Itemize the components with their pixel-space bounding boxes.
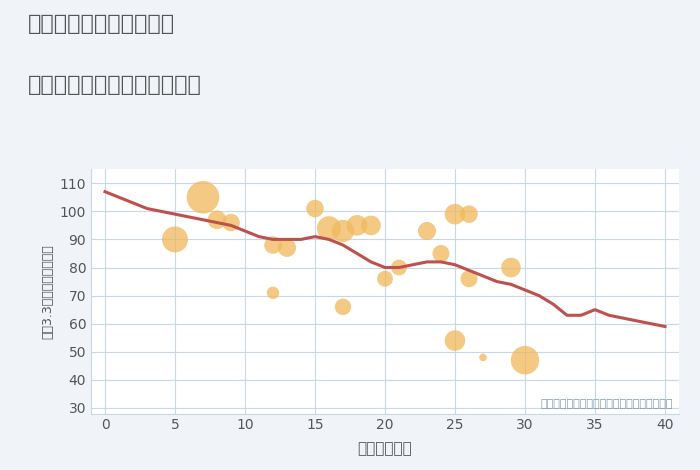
Point [365, 222, 377, 229]
Text: 福岡県春日市日の出町の: 福岡県春日市日の出町の [28, 14, 175, 34]
Point [393, 264, 405, 271]
Point [169, 235, 181, 243]
Point [379, 275, 391, 282]
Point [449, 337, 461, 345]
Point [267, 241, 279, 249]
Point [225, 219, 237, 227]
Point [477, 353, 489, 361]
Point [519, 356, 531, 364]
Point [337, 303, 349, 311]
Point [337, 227, 349, 235]
Point [281, 244, 293, 251]
Point [505, 264, 517, 271]
Text: 円の大きさは、取引のあった物件面積を示す: 円の大きさは、取引のあった物件面積を示す [540, 399, 673, 409]
Point [197, 194, 209, 201]
Point [421, 227, 433, 235]
Point [463, 211, 475, 218]
Point [211, 216, 223, 224]
Y-axis label: 坪（3.3㎡）単価（万円）: 坪（3.3㎡）単価（万円） [41, 244, 54, 339]
Point [351, 222, 363, 229]
Point [463, 275, 475, 282]
X-axis label: 築年数（年）: 築年数（年） [358, 441, 412, 456]
Point [323, 225, 335, 232]
Text: 築年数別中古マンション価格: 築年数別中古マンション価格 [28, 75, 202, 95]
Point [267, 289, 279, 297]
Point [449, 211, 461, 218]
Point [309, 205, 321, 212]
Point [435, 250, 447, 257]
